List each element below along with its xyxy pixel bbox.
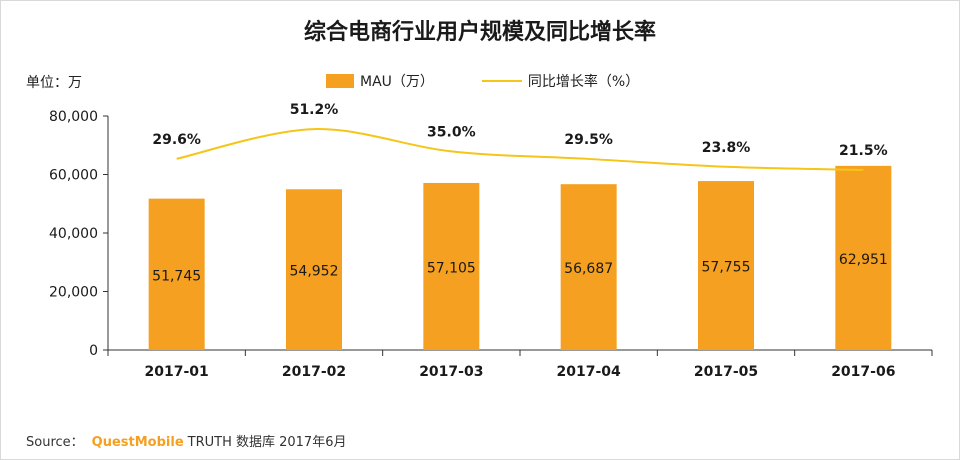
y-axis-unit-label: 单位：万 (26, 75, 82, 91)
bar (423, 182, 480, 350)
legend-item-growth: 同比增长率（%） (481, 71, 640, 91)
y-tick-label: 60,000 (49, 168, 98, 184)
bar-value-label: 62,951 (839, 252, 888, 268)
x-tick-label: 2017-05 (694, 364, 758, 380)
bar-value-label: 51,745 (152, 268, 201, 284)
bar-value-label: 56,687 (564, 261, 613, 277)
bar-value-label: 57,755 (702, 260, 751, 276)
chart-title: 综合电商行业用户规模及同比增长率 (303, 20, 656, 45)
source-suffix: TRUTH 数据库 2017年6月 (187, 435, 347, 450)
legend-bar-swatch (326, 74, 354, 88)
legend-bar-label: MAU（万） (360, 74, 434, 90)
bar (835, 165, 892, 350)
x-tick-label: 2017-02 (282, 364, 346, 380)
legend-item-mau: MAU（万） (326, 71, 434, 91)
legend-line-label: 同比增长率（%） (527, 74, 640, 90)
y-tick-label: 20,000 (49, 285, 98, 301)
bar-value-label: 54,952 (290, 264, 339, 280)
y-tick-label: 80,000 (49, 109, 98, 125)
growth-rate-line (176, 128, 864, 171)
growth-rate-label: 29.6% (152, 132, 201, 148)
bar (560, 184, 617, 350)
source-note: Source： QuestMobile TRUTH 数据库 2017年6月 (26, 431, 346, 450)
legend: MAU（万） 同比增长率（%） (326, 71, 687, 91)
legend-line-swatch (481, 80, 522, 82)
bar (286, 189, 342, 350)
bar-value-label: 57,105 (427, 260, 476, 276)
y-tick-label: 40,000 (49, 226, 98, 242)
growth-rate-label: 23.8% (702, 140, 751, 156)
source-brand: QuestMobile (91, 435, 184, 450)
x-tick-label: 2017-04 (557, 364, 622, 380)
bar (698, 181, 754, 350)
growth-rate-label: 51.2% (290, 102, 339, 118)
x-tick-label: 2017-03 (419, 364, 483, 380)
growth-rate-label: 29.5% (564, 132, 613, 148)
growth-rate-label: 35.0% (427, 124, 476, 140)
bar (148, 198, 205, 350)
y-tick-label: 0 (89, 343, 98, 359)
x-tick-label: 2017-06 (831, 364, 895, 380)
x-tick-label: 2017-01 (145, 364, 209, 380)
source-prefix: Source： (26, 435, 84, 450)
growth-rate-label: 21.5% (839, 143, 888, 159)
